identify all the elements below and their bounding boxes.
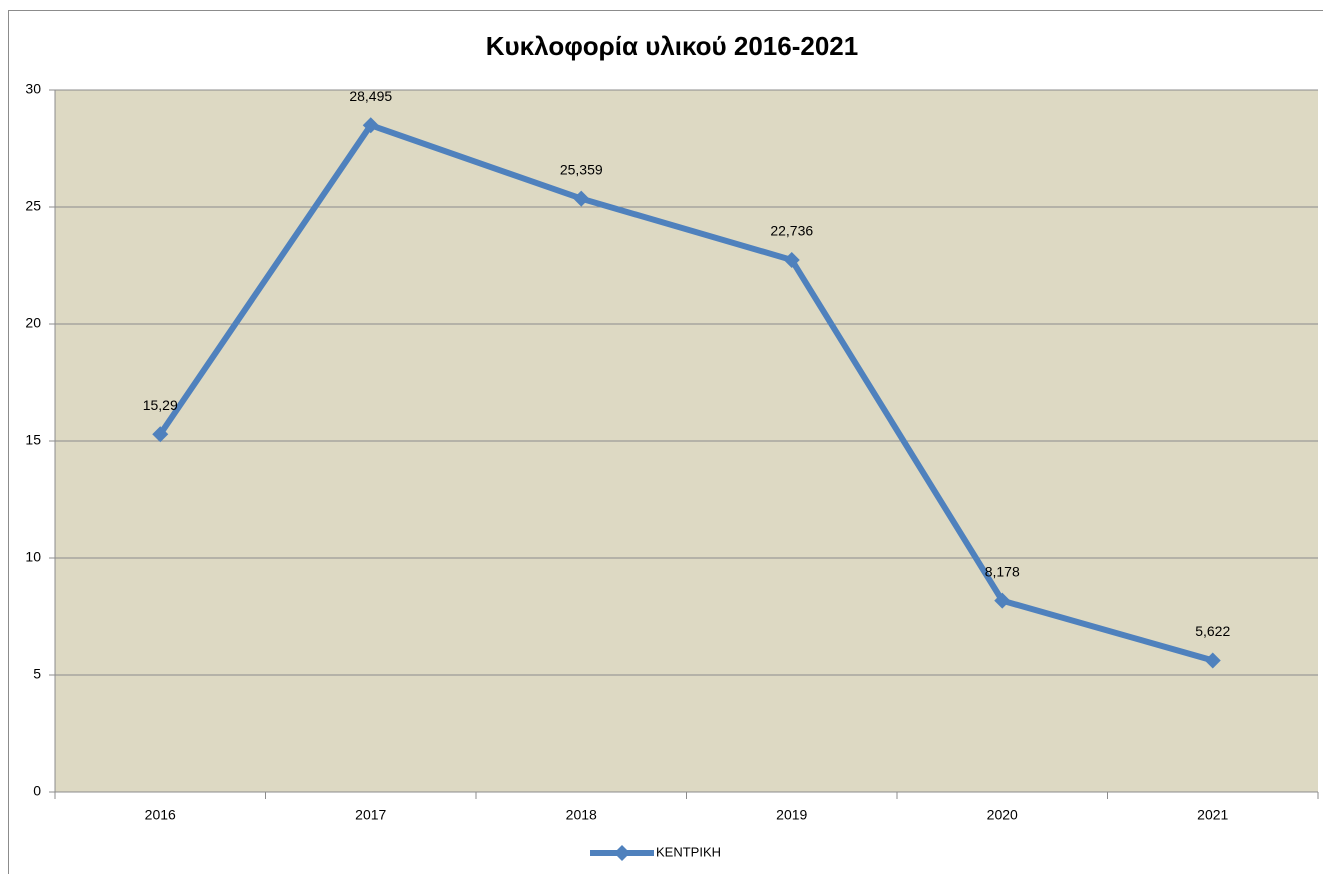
y-tick-label: 15 (25, 432, 41, 448)
data-label: 28,495 (349, 88, 392, 104)
y-tick-label: 0 (33, 783, 41, 799)
x-tick-label: 2018 (566, 807, 597, 823)
data-label: 25,359 (560, 161, 603, 177)
legend-label: ΚΕΝΤΡΙΚΗ (656, 844, 721, 859)
y-tick-label: 30 (25, 81, 41, 97)
x-tick-label: 2020 (987, 807, 1018, 823)
x-tick-label: 2019 (776, 807, 807, 823)
x-tick-label: 2021 (1197, 807, 1228, 823)
y-tick-label: 10 (25, 549, 41, 565)
data-label: 8,178 (985, 563, 1020, 579)
x-tick-label: 2016 (145, 807, 176, 823)
y-tick-label: 5 (33, 666, 41, 682)
data-label: 22,736 (770, 223, 813, 239)
data-label: 15,29 (143, 397, 178, 413)
chart-title: Κυκλοφορία υλικού 2016-2021 (486, 31, 858, 61)
y-tick-label: 25 (25, 198, 41, 214)
data-label: 5,622 (1195, 623, 1230, 639)
x-tick-label: 2017 (355, 807, 386, 823)
y-tick-label: 20 (25, 315, 41, 331)
